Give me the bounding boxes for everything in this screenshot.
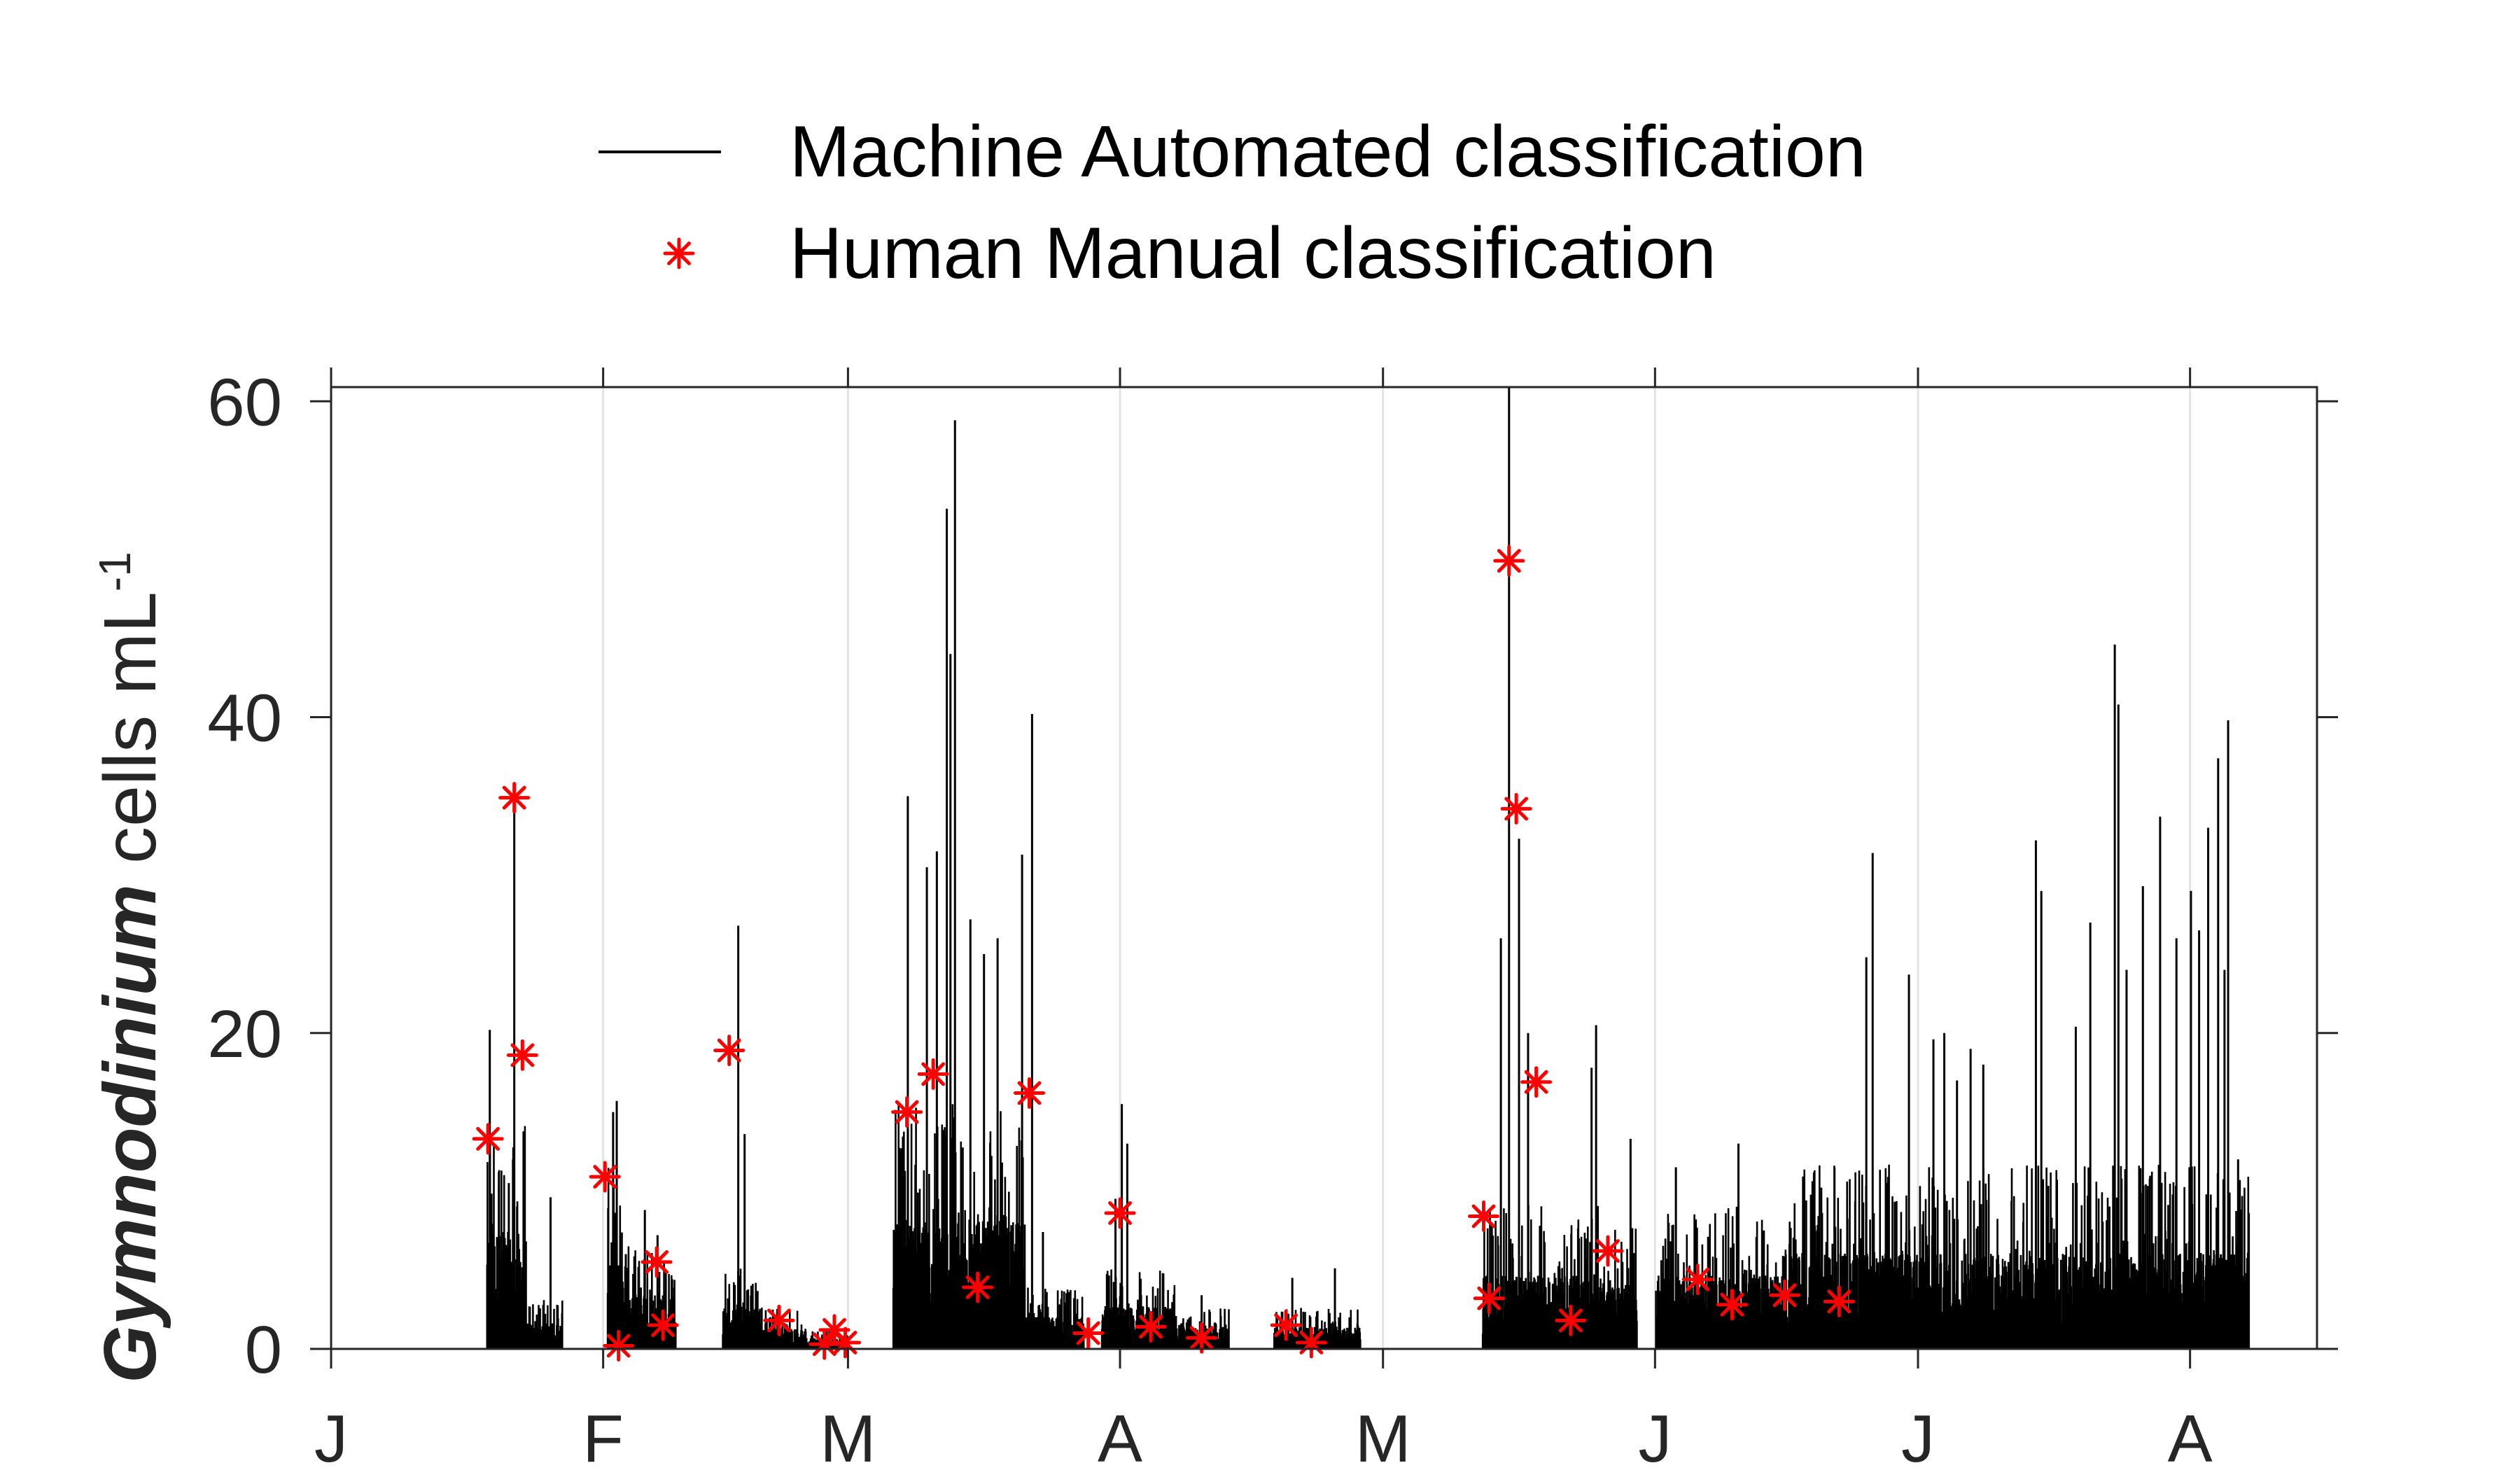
y-axis-label-exponent: -1 bbox=[90, 552, 140, 592]
human-marker bbox=[1467, 1200, 1499, 1232]
human-marker bbox=[1555, 1304, 1587, 1336]
human-marker bbox=[1135, 1310, 1167, 1343]
human-marker bbox=[1104, 1197, 1136, 1229]
human-marker bbox=[1013, 1077, 1045, 1110]
legend-label-human: Human Manual classification bbox=[790, 213, 1716, 294]
human-marker bbox=[1295, 1326, 1327, 1359]
x-tick-label: A bbox=[2168, 1401, 2213, 1470]
y-tick-label: 0 bbox=[245, 1312, 282, 1387]
x-tick-label: A bbox=[1098, 1401, 1142, 1470]
y-axis-label-units: cells mL bbox=[89, 592, 172, 884]
human-marker bbox=[498, 782, 531, 814]
human-marker bbox=[1072, 1317, 1105, 1349]
human-marker bbox=[1186, 1322, 1218, 1354]
human-marker bbox=[1769, 1279, 1801, 1311]
human-marker bbox=[640, 1246, 673, 1278]
human-marker bbox=[603, 1329, 635, 1362]
x-tick-label: J bbox=[314, 1401, 348, 1470]
x-tick-label: M bbox=[1355, 1401, 1411, 1470]
human-marker bbox=[891, 1096, 923, 1128]
y-tick-label: 40 bbox=[207, 681, 282, 756]
legend-label-machine: Machine Automated classification bbox=[790, 111, 1866, 192]
human-marker bbox=[1823, 1285, 1855, 1317]
y-axis-label-taxon: Gymnodinium bbox=[89, 884, 172, 1383]
human-marker bbox=[589, 1161, 621, 1193]
human-marker bbox=[1716, 1289, 1748, 1321]
y-axis-label: Gymnodinium cells mL-1 bbox=[89, 552, 172, 1383]
human-series bbox=[472, 545, 1855, 1362]
x-tick-label: M bbox=[820, 1401, 876, 1470]
legend-asterisk-swatch bbox=[663, 237, 695, 270]
human-marker bbox=[647, 1309, 679, 1341]
human-marker bbox=[830, 1326, 862, 1359]
legend: Machine Automated classification Human M… bbox=[598, 111, 1866, 294]
legend-asterisk-mark bbox=[663, 237, 695, 270]
human-marker bbox=[763, 1304, 795, 1336]
human-marker bbox=[1592, 1235, 1624, 1267]
x-tick-label: F bbox=[582, 1401, 624, 1470]
y-axis-ticks: 0 20 40 60 bbox=[207, 365, 2338, 1387]
machine-series bbox=[486, 387, 2250, 1349]
human-marker bbox=[917, 1058, 949, 1090]
human-marker bbox=[1681, 1264, 1714, 1296]
x-tick-label: J bbox=[1901, 1401, 1935, 1470]
human-marker bbox=[1270, 1309, 1302, 1341]
plot-frame bbox=[330, 386, 2318, 1350]
human-marker bbox=[1473, 1282, 1505, 1315]
human-marker bbox=[472, 1123, 504, 1155]
y-tick-label: 20 bbox=[207, 997, 282, 1072]
y-tick-label: 60 bbox=[207, 365, 282, 440]
human-marker bbox=[962, 1271, 994, 1303]
human-marker bbox=[713, 1035, 746, 1067]
x-gridlines bbox=[602, 387, 2192, 1349]
human-marker bbox=[1493, 545, 1525, 577]
human-marker bbox=[506, 1039, 538, 1071]
human-marker bbox=[1500, 792, 1532, 825]
x-tick-label: J bbox=[1638, 1401, 1672, 1470]
human-marker bbox=[1520, 1066, 1553, 1098]
